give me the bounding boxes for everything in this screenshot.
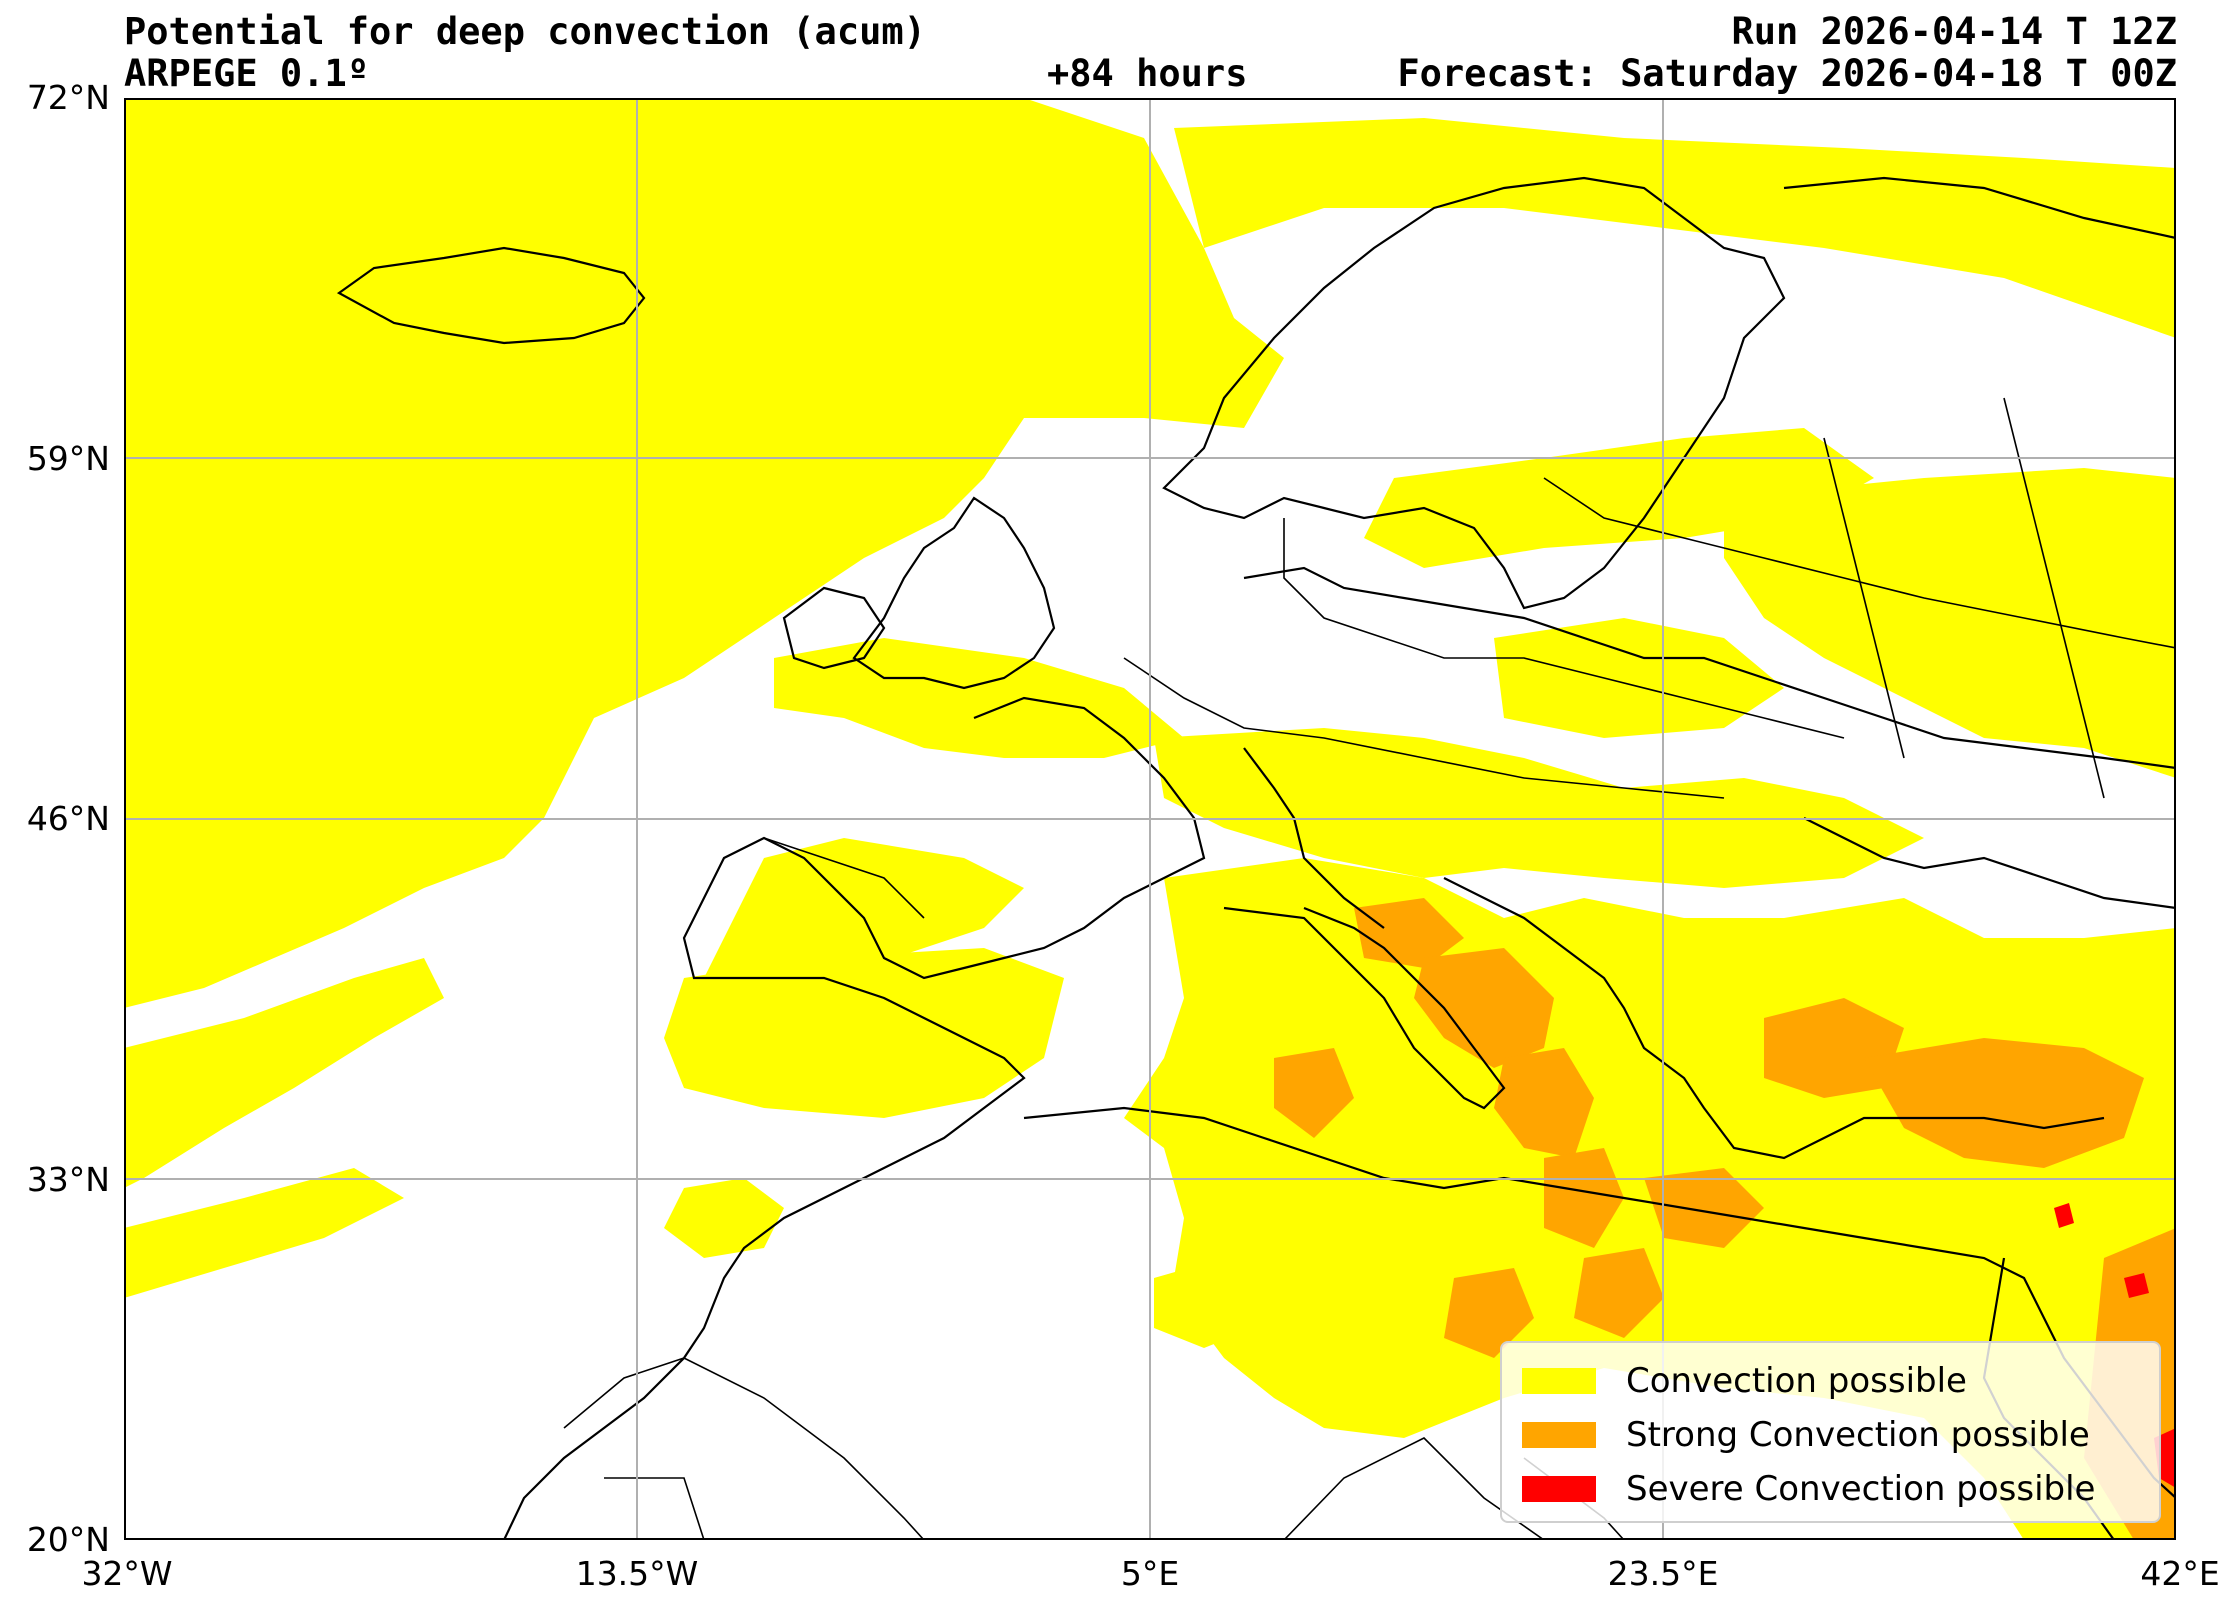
lon-label-42e: 42°E (2140, 1554, 2220, 1593)
lead-time-label: +84 hours (1047, 52, 1248, 95)
legend: Convection possible Strong Convection po… (1500, 1341, 2161, 1523)
legend-item-convection: Convection possible (1522, 1359, 1967, 1403)
lat-label-72: 72°N (26, 78, 110, 117)
model-label: ARPEGE 0.1º (124, 52, 370, 95)
map-title: Potential for deep convection (acum) (124, 10, 926, 53)
legend-swatch-convection (1522, 1368, 1596, 1394)
lat-label-59: 59°N (26, 439, 110, 478)
borders (563, 397, 2176, 1540)
lon-label-13-5w: 13.5°W (575, 1554, 699, 1593)
legend-label-severe: Severe Convection possible (1626, 1469, 2096, 1509)
gridlines (124, 98, 2176, 1540)
forecast-map[interactable] (124, 98, 2176, 1540)
legend-item-severe: Severe Convection possible (1522, 1467, 2095, 1511)
lat-label-33: 33°N (26, 1160, 110, 1199)
convection-areas (124, 98, 2176, 1540)
run-label: Run 2026-04-14 T 12Z (1731, 10, 2177, 53)
forecast-label: Forecast: Saturday 2026-04-18 T 00Z (1397, 52, 2177, 95)
lat-label-20: 20°N (26, 1520, 110, 1559)
map-frame (124, 98, 2176, 1540)
lon-label-23-5e: 23.5°E (1607, 1554, 1719, 1593)
legend-swatch-strong (1522, 1422, 1596, 1448)
legend-label-strong: Strong Convection possible (1626, 1415, 2090, 1455)
legend-item-strong: Strong Convection possible (1522, 1413, 2090, 1457)
legend-swatch-severe (1522, 1476, 1596, 1502)
legend-label-convection: Convection possible (1626, 1361, 1967, 1401)
lon-label-5e: 5°E (1120, 1554, 1180, 1593)
lat-label-46: 46°N (26, 799, 110, 838)
lon-label-32w: 32°W (81, 1554, 173, 1593)
